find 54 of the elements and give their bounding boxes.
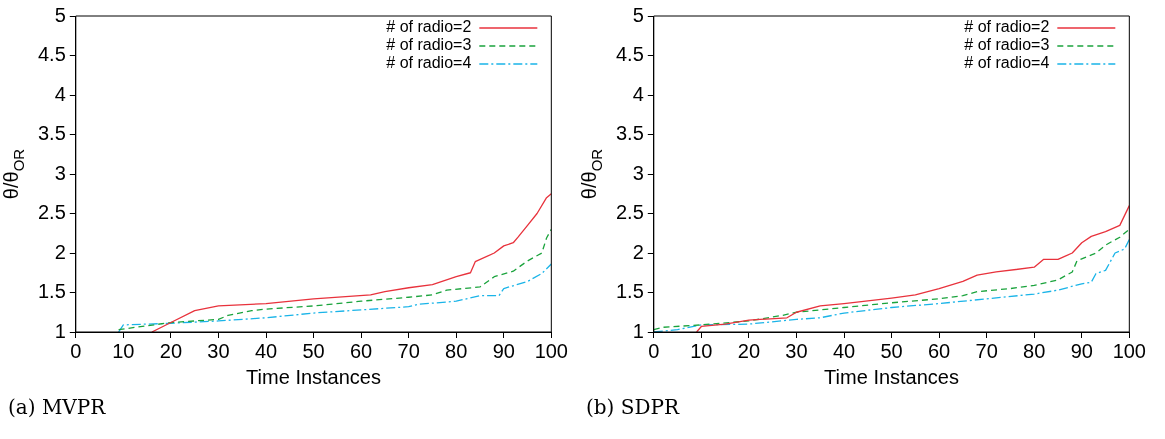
x-axis-title: Time Instances xyxy=(246,365,381,388)
y-axis-title: θ/θOR xyxy=(577,148,605,200)
y-tick-label: 4.5 xyxy=(615,43,644,66)
y-tick-label: 5 xyxy=(632,3,644,26)
x-tick-label: 90 xyxy=(492,339,515,362)
x-tick-label: 80 xyxy=(445,339,468,362)
x-tick-label: 0 xyxy=(70,339,82,362)
x-tick-label: 100 xyxy=(534,339,568,362)
x-tick-label: 0 xyxy=(648,339,660,362)
y-tick-label: 3 xyxy=(54,161,66,184)
x-tick-label: 40 xyxy=(832,339,856,362)
line-series xyxy=(117,228,552,331)
x-tick-label: 80 xyxy=(1023,339,1046,362)
x-tick-label: 20 xyxy=(737,339,761,362)
x-tick-label: 50 xyxy=(880,339,903,362)
y-tick-label: 2 xyxy=(54,240,66,263)
x-tick-label: 10 xyxy=(690,339,713,362)
text: (b) SDPR xyxy=(586,395,680,419)
y-tick-label: 2.5 xyxy=(37,201,66,224)
x-tick-label: 70 xyxy=(397,339,420,362)
y-tick-label: 1 xyxy=(54,319,66,342)
legend-label: # of radio=3 xyxy=(964,36,1050,54)
y-tick-label: 1 xyxy=(632,319,644,342)
x-tick-label: 30 xyxy=(207,339,230,362)
x-tick-label: 90 xyxy=(1070,339,1093,362)
y-tick-label: 5 xyxy=(54,3,66,26)
x-tick-label: 70 xyxy=(975,339,998,362)
y-tick-label: 4.5 xyxy=(37,43,66,66)
line-series xyxy=(117,263,552,332)
text: (a) MVPR xyxy=(8,395,106,419)
x-tick-label: 60 xyxy=(349,339,373,362)
legend-label: # of radio=4 xyxy=(386,54,472,72)
y-tick-label: 3.5 xyxy=(615,122,644,145)
x-axis-title: Time Instances xyxy=(824,365,959,388)
y-tick-label: 2 xyxy=(632,240,644,263)
y-tick-label: 4 xyxy=(632,82,644,105)
y-tick-label: 4 xyxy=(54,82,66,105)
legend-label: # of radio=4 xyxy=(964,54,1050,72)
x-tick-label: 30 xyxy=(785,339,808,362)
x-tick-label: 60 xyxy=(927,339,951,362)
legend-label: # of radio=2 xyxy=(964,18,1050,36)
y-tick-label: 1.5 xyxy=(37,280,66,303)
y-tick-label: 3 xyxy=(632,161,644,184)
y-axis-title: θ/θOR xyxy=(0,148,27,200)
y-tick-label: 3.5 xyxy=(37,122,66,145)
x-tick-label: 50 xyxy=(302,339,325,362)
legend-label: # of radio=3 xyxy=(386,36,472,54)
x-tick-label: 100 xyxy=(1112,339,1146,362)
x-tick-label: 20 xyxy=(159,339,183,362)
x-tick-label: 10 xyxy=(112,339,135,362)
legend-label: # of radio=2 xyxy=(386,18,472,36)
x-tick-label: 40 xyxy=(254,339,278,362)
y-tick-label: 1.5 xyxy=(615,280,644,303)
y-tick-label: 2.5 xyxy=(615,201,644,224)
